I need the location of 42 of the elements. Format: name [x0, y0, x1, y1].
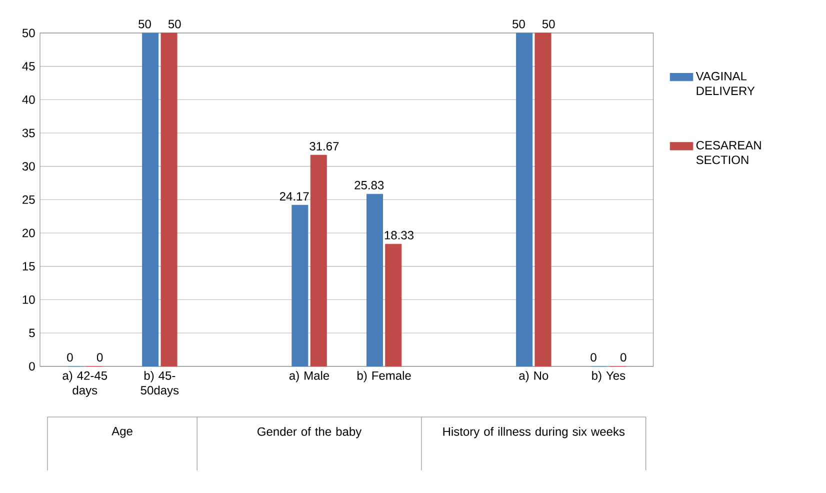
- data-label: 0: [620, 353, 626, 362]
- bar: [366, 194, 384, 367]
- bar: [160, 32, 178, 367]
- data-label: 50: [542, 20, 555, 28]
- bar: [310, 154, 327, 367]
- text: Gender of the baby: [258, 427, 362, 438]
- data-label: 24.17: [280, 192, 309, 200]
- data-label: 0: [96, 353, 103, 362]
- y-tick-label: 20: [22, 228, 35, 238]
- bar: [516, 32, 533, 367]
- x-tick-label: a) 42-45 days: [62, 371, 108, 397]
- bar: [292, 204, 308, 367]
- text: History of illness during six weeks: [443, 427, 625, 438]
- data-label: 0: [67, 353, 73, 362]
- legend-label: CESAREAN SECTION: [696, 140, 761, 164]
- data-label: 50: [512, 20, 525, 28]
- bar: [385, 244, 402, 367]
- x-tick-label: a) Male: [289, 371, 330, 382]
- y-tick-label: 5: [29, 328, 35, 338]
- y-tick-label: 40: [22, 95, 35, 104]
- legend-label: VAGINAL DELIVERY: [696, 72, 755, 95]
- y-tick-label: 10: [22, 295, 35, 304]
- data-label: 31.67: [310, 142, 339, 150]
- data-label: 25.83: [354, 180, 384, 190]
- bar: [142, 32, 159, 367]
- bar: [534, 32, 552, 367]
- y-tick-label: 30: [22, 162, 35, 171]
- data-label: 0: [590, 353, 596, 362]
- x-tick-label: b) 45-50days: [140, 371, 179, 397]
- x-tick-label: b) Female: [358, 371, 411, 382]
- data-label: 18.33: [384, 230, 414, 240]
- y-tick-label: 15: [22, 262, 35, 271]
- y-tick-label: 45: [22, 62, 35, 71]
- y-tick-label: 0: [29, 362, 35, 371]
- y-tick-label: 25: [22, 195, 35, 204]
- data-label: 50: [168, 20, 181, 28]
- x-tick-label: a) No: [519, 371, 548, 382]
- x-tick-label: b) Yes: [592, 371, 626, 382]
- data-label: 50: [138, 20, 151, 28]
- y-tick-label: 35: [22, 128, 35, 138]
- y-tick-label: 50: [22, 28, 35, 38]
- text: Age: [112, 427, 132, 438]
